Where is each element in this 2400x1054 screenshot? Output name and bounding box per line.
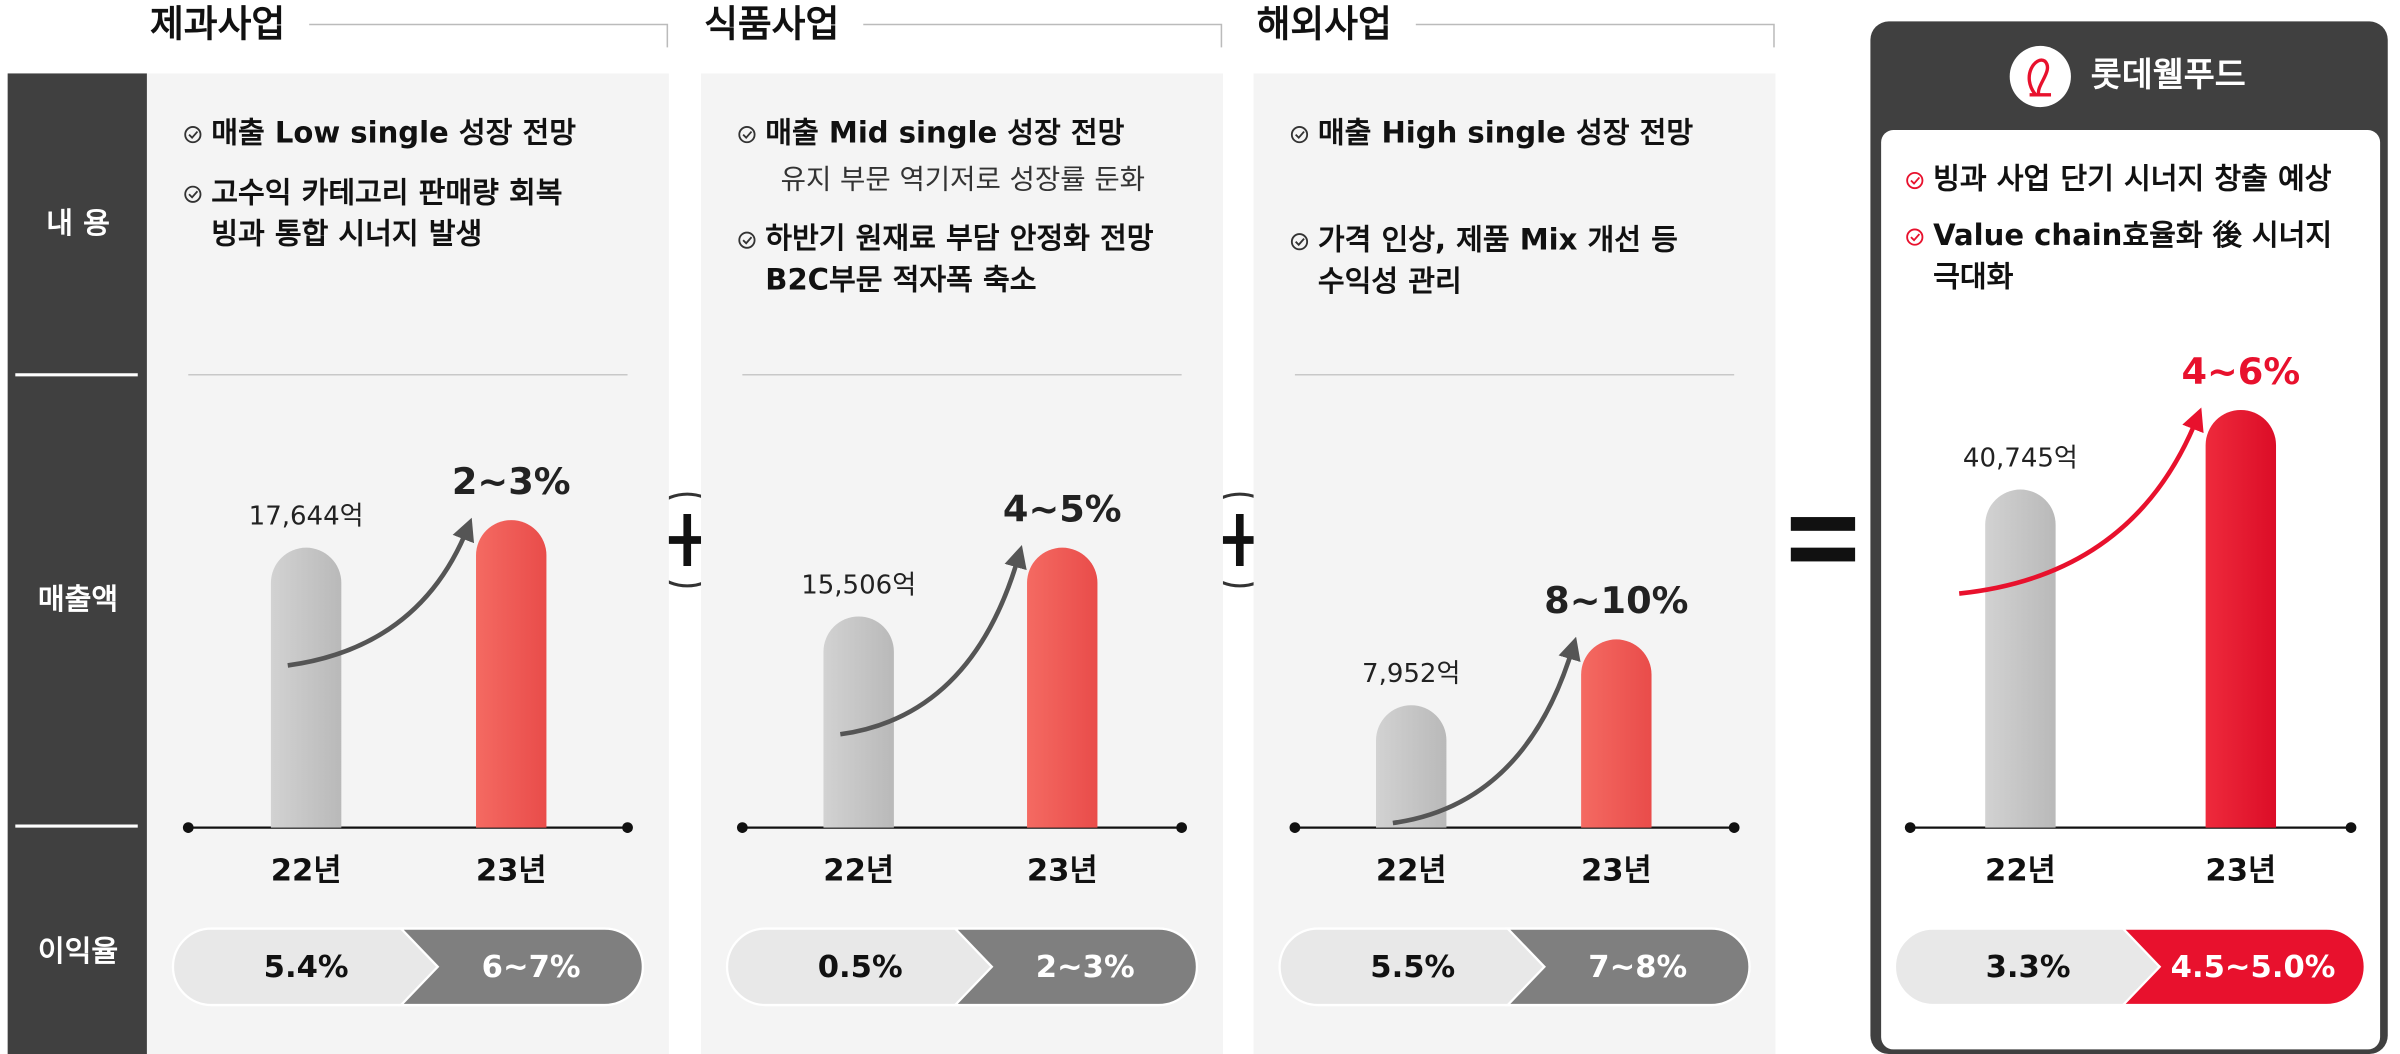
bullet-note: 유지 부문 역기저로 성장률 둔화 bbox=[781, 164, 1145, 196]
growth-arrow bbox=[287, 517, 475, 668]
bullet-text: B2C부문 적자폭 축소 bbox=[765, 262, 1036, 296]
margin-pill-right bbox=[952, 927, 1199, 1007]
baseline-dot bbox=[1289, 822, 1301, 833]
bullet-text: 수익성 관리 bbox=[1318, 264, 1462, 298]
segment-title: 제과사업 bbox=[150, 3, 285, 46]
check-icon bbox=[1906, 228, 1924, 246]
bullet-text: Value chain효율화 後 시너지 bbox=[1933, 218, 2332, 252]
bar bbox=[1376, 705, 1447, 828]
margin-value: 7~8% bbox=[1588, 950, 1687, 985]
bullet-text: 가격 인상, 제품 Mix 개선 등 bbox=[1318, 223, 1678, 257]
value-label: 40,745억 bbox=[1963, 443, 2078, 473]
margin-value: 4.5~5.0% bbox=[2171, 950, 2336, 985]
segment-title: 식품사업 bbox=[704, 3, 839, 46]
check-icon bbox=[1910, 233, 1921, 242]
value-label: 8~10% bbox=[1544, 579, 1688, 622]
check-icon bbox=[184, 185, 202, 203]
bullet-text: 매출 High single 성장 전망 bbox=[1318, 116, 1693, 150]
value-label: 15,506억 bbox=[801, 570, 916, 600]
bar bbox=[823, 616, 894, 828]
row-label: 매출액 bbox=[38, 582, 118, 616]
brand-name: 롯데웰푸드 bbox=[2091, 55, 2246, 94]
growth-arrow bbox=[1958, 407, 2204, 596]
margin-pill-right bbox=[398, 927, 645, 1007]
check-icon bbox=[738, 231, 756, 249]
bar bbox=[476, 520, 547, 828]
check-icon bbox=[1906, 171, 1924, 190]
check-icon bbox=[1910, 176, 1921, 185]
x-label: 22년 bbox=[823, 853, 894, 888]
brand-logo bbox=[2009, 45, 2071, 108]
check-icon bbox=[742, 236, 753, 245]
bullet-text: 고수익 카테고리 판매량 회복 bbox=[211, 175, 562, 209]
margin-value: 2~3% bbox=[1036, 950, 1135, 985]
title-rule bbox=[309, 23, 669, 48]
margin-value: 3.3% bbox=[1986, 950, 2071, 985]
x-label: 22년 bbox=[1985, 853, 2056, 888]
bar bbox=[270, 547, 342, 828]
margin-pill-right bbox=[2120, 927, 2366, 1007]
panel bbox=[701, 73, 1223, 1054]
value-label: 7,952억 bbox=[1362, 659, 1460, 689]
check-icon bbox=[738, 126, 756, 144]
check-icon bbox=[1290, 126, 1309, 144]
bar bbox=[1985, 489, 2056, 828]
bullet-text: 매출 Mid single 성장 전망 bbox=[765, 116, 1124, 150]
baseline-dot bbox=[1176, 822, 1187, 833]
x-label: 22년 bbox=[271, 853, 342, 888]
check-icon bbox=[742, 130, 753, 140]
check-icon bbox=[188, 130, 199, 140]
check-icon bbox=[188, 190, 199, 199]
equals bbox=[1790, 517, 1856, 562]
growth-arrow bbox=[839, 544, 1027, 737]
bullet-text: 극대화 bbox=[1933, 259, 2013, 293]
check-icon bbox=[1290, 233, 1309, 251]
row-label: 내 용 bbox=[46, 206, 110, 240]
margin-value: 5.5% bbox=[1370, 950, 1455, 985]
bullet-text: 매출 Low single 성장 전망 bbox=[211, 116, 576, 150]
margin-value: 0.5% bbox=[818, 950, 903, 985]
baseline-dot bbox=[1728, 822, 1740, 833]
baseline-dot bbox=[1904, 822, 1916, 833]
bar bbox=[2205, 409, 2277, 828]
baseline-dot bbox=[622, 822, 633, 833]
x-label: 23년 bbox=[476, 853, 547, 888]
baseline-dot bbox=[736, 822, 748, 833]
x-label: 22년 bbox=[1376, 853, 1447, 888]
title-rule bbox=[863, 23, 1223, 48]
x-label: 23년 bbox=[1581, 853, 1652, 888]
baseline-dot bbox=[182, 822, 194, 833]
row-label: 이익율 bbox=[38, 934, 118, 968]
bullet-text: 빙과 사업 단기 시너지 창출 예상 bbox=[1933, 162, 2332, 196]
title-rule bbox=[1415, 23, 1775, 48]
panel bbox=[146, 73, 669, 1054]
margin-value: 6~7% bbox=[482, 950, 581, 985]
bullet-text: 하반기 원재료 부담 안정화 전망 bbox=[765, 221, 1153, 255]
margin-value: 5.4% bbox=[264, 950, 349, 985]
segment-title: 해외사업 bbox=[1257, 3, 1392, 46]
check-icon bbox=[1295, 238, 1305, 247]
growth-arrow bbox=[1392, 636, 1581, 826]
value-label: 4~5% bbox=[1003, 487, 1122, 530]
bullet-text: 빙과 통합 시너지 발생 bbox=[211, 217, 482, 251]
row-label-column bbox=[7, 73, 147, 1054]
panel bbox=[1253, 73, 1776, 1054]
value-label: 2~3% bbox=[452, 460, 571, 503]
value-label: 17,644억 bbox=[249, 502, 364, 532]
value-label: 4~6% bbox=[2181, 350, 2300, 393]
x-label: 23년 bbox=[2205, 853, 2276, 888]
check-icon bbox=[184, 126, 202, 144]
bar bbox=[1027, 547, 1098, 828]
x-label: 23년 bbox=[1027, 853, 1098, 888]
bar bbox=[1581, 639, 1652, 828]
check-icon bbox=[1295, 130, 1305, 140]
margin-pill-right bbox=[1504, 927, 1751, 1007]
baseline-dot bbox=[2345, 822, 2357, 833]
